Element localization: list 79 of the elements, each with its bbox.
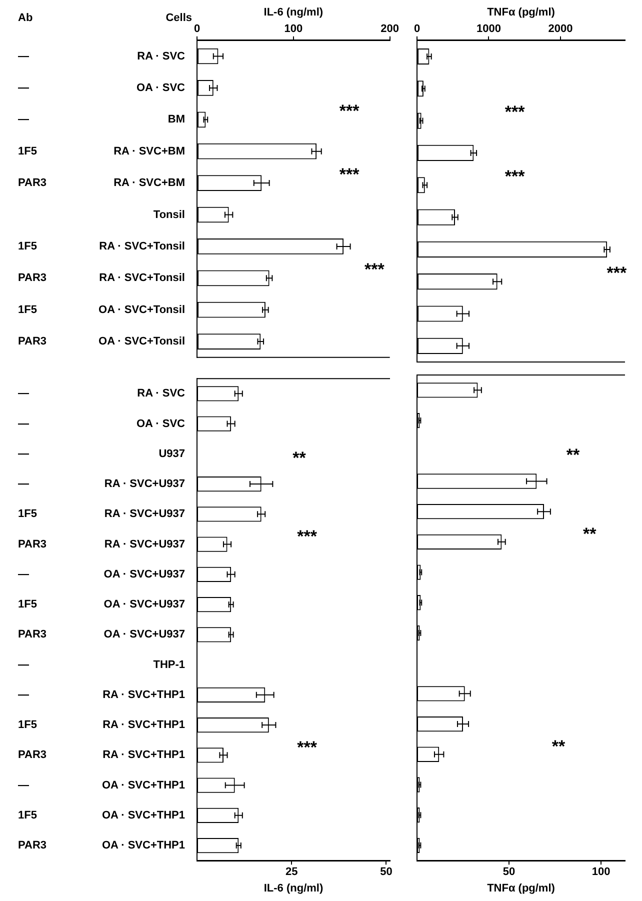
y-tick-label: OA · SVC+U937 (104, 568, 185, 580)
annotation: *** (339, 102, 360, 121)
y2-tick-label: — (18, 388, 29, 400)
x-axis-title: TNFα (pg/ml) (487, 882, 556, 894)
annotation: *** (504, 166, 526, 186)
y-tick-label: U937 (158, 448, 185, 460)
y2-tick-label: — (18, 50, 29, 62)
y-tick-label: RA · SVC+Tonsil (99, 240, 185, 252)
y-tick-label: RA · SVC (137, 50, 186, 62)
y2-tick-label: 1F5 (18, 508, 37, 520)
annotation: ** (552, 736, 566, 756)
x-tick-label: 0 (414, 22, 420, 35)
y2-tick-label: PAR3 (18, 628, 47, 641)
annotation: *** (504, 102, 526, 122)
annotation: *** (339, 165, 360, 184)
y-tick-label: OA · SVC+Tonsil (98, 336, 185, 348)
y2-tick-label: PAR3 (18, 538, 47, 550)
y2-tick-label: — (18, 688, 29, 701)
x-tick-label: 100 (284, 22, 303, 35)
y2-tick-label: — (18, 114, 29, 126)
y-tick-label: RA · SVC+BM (114, 145, 185, 158)
y-tick-label: RA · SVC+THP1 (102, 719, 185, 732)
x-tick-label: 1000 (476, 22, 501, 35)
y2-tick-label: PAR3 (18, 840, 47, 852)
y2-tick-label: PAR3 (18, 177, 47, 190)
x-tick-label: 2000 (548, 22, 573, 35)
y2-tick-label: PAR3 (18, 336, 47, 348)
y2-tick-label: 1F5 (18, 304, 37, 316)
x-tick-label: 200 (380, 22, 400, 35)
y-tick-label: THP-1 (153, 658, 185, 671)
x-tick-label: 25 (285, 866, 298, 878)
annotation: ** (583, 524, 597, 544)
y-tick-label: RA · SVC+U937 (104, 508, 185, 520)
annotation: ** (292, 448, 306, 468)
y-tick-label: RA · SVC+THP1 (102, 688, 185, 701)
y2-tick-label: — (18, 478, 29, 490)
annotation: ** (566, 446, 580, 465)
y-tick-label: RA · SVC+THP1 (102, 749, 185, 762)
annotation: *** (297, 526, 318, 546)
text: Ab (18, 12, 33, 24)
x-axis-title: TNFα (pg/ml) (487, 6, 556, 19)
y-tick-label: RA · SVC+U937 (104, 538, 185, 550)
y2-tick-label: PAR3 (18, 272, 47, 284)
y-tick-label: OA · SVC+THP1 (102, 840, 185, 852)
annotation: *** (364, 260, 385, 280)
y-tick-label: OA · SVC+THP1 (102, 809, 185, 822)
x-tick-label: 50 (502, 866, 516, 878)
y-tick-label: BM (168, 114, 185, 126)
y2-tick-label: — (18, 568, 29, 580)
y2-tick-label: 1F5 (18, 719, 37, 732)
y2-tick-label: — (18, 418, 29, 430)
annotation: *** (297, 738, 318, 757)
y-tick-label: RA · SVC+BM (114, 177, 185, 190)
y2-tick-label: — (18, 779, 29, 792)
y-tick-label: Tonsil (153, 208, 185, 221)
x-tick-label: 100 (592, 866, 610, 878)
y-tick-label: OA · SVC+THP1 (102, 779, 185, 792)
y-tick-label: OA · SVC (136, 418, 186, 430)
y-tick-label: OA · SVC+U937 (104, 598, 185, 611)
y2-tick-label: 1F5 (18, 598, 37, 611)
y2-tick-label: 1F5 (18, 145, 37, 158)
y-tick-label: RA · SVC+U937 (104, 478, 185, 490)
y2-tick-label: 1F5 (18, 809, 37, 822)
text: Cells (166, 12, 192, 24)
x-tick-label: 50 (380, 866, 392, 878)
x-tick-label: 0 (194, 22, 200, 35)
x-axis-title: IL-6 (ng/ml) (264, 6, 324, 19)
y2-tick-label: PAR3 (18, 749, 47, 762)
y2-tick-label: 1F5 (18, 240, 37, 252)
y-tick-label: RA · SVC (137, 388, 186, 400)
y2-tick-label: — (18, 658, 29, 671)
y-tick-label: OA · SVC+U937 (104, 628, 185, 641)
y2-tick-label: — (18, 82, 29, 94)
y-tick-label: OA · SVC+Tonsil (98, 304, 185, 316)
annotation: *** (606, 263, 627, 282)
y-tick-label: RA · SVC+Tonsil (99, 272, 185, 284)
x-axis-title: IL-6 (ng/ml) (264, 882, 324, 894)
y-tick-label: OA · SVC (136, 82, 186, 94)
y2-tick-label: — (18, 448, 29, 460)
